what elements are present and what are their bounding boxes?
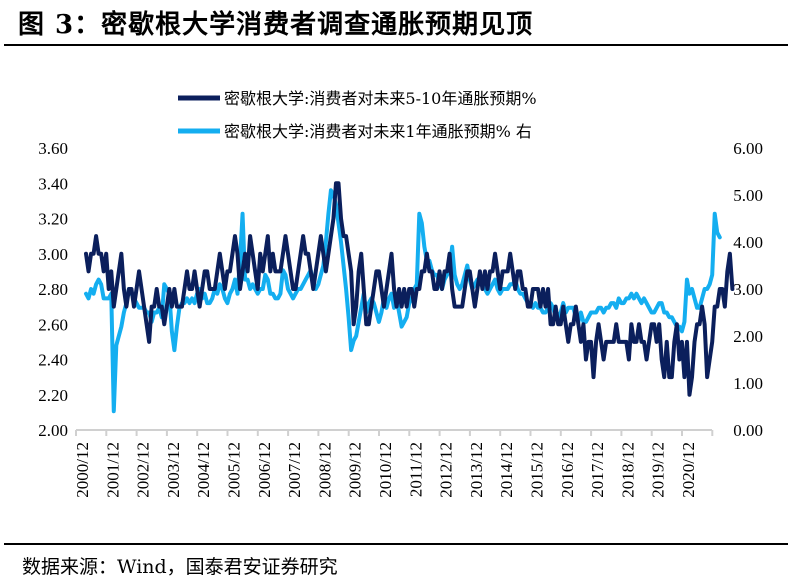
y-right-tick-label: 2.00	[733, 327, 763, 346]
y-left-tick-label: 2.40	[38, 351, 68, 370]
figure-title: 图 3：密歇根大学消费者调查通胀预期见顶	[18, 10, 534, 40]
y-left-tick-label: 3.40	[38, 174, 68, 193]
y-right-tick-label: 3.00	[733, 280, 763, 299]
y-right-tick-label: 0.00	[733, 421, 763, 440]
x-tick-label: 2019/12	[649, 442, 668, 498]
x-tick-label: 2005/12	[225, 442, 244, 498]
y-right-tick-label: 1.00	[733, 374, 763, 393]
y-left-tick-label: 2.00	[38, 421, 68, 440]
legend: 密歇根大学:消费者对未来5-10年通胀预期% 密歇根大学:消费者对未来1年通胀预…	[178, 89, 537, 141]
x-tick-label: 2010/12	[376, 442, 395, 498]
y-left-tick-label: 3.60	[38, 139, 68, 158]
x-tick-label: 2006/12	[255, 442, 274, 498]
x-tick-label: 2008/12	[315, 442, 334, 498]
x-tick-label: 2012/12	[437, 442, 456, 498]
source-note: 数据来源：Wind，国泰君安证券研究	[22, 556, 338, 578]
y-left-tick-label: 2.80	[38, 280, 68, 299]
x-tick-label: 2011/12	[406, 442, 425, 497]
y-left-tick-label: 2.20	[38, 386, 68, 405]
x-tick-label: 2003/12	[164, 442, 183, 498]
source-rule	[4, 543, 788, 545]
x-tick-label: 2000/12	[73, 442, 92, 498]
x-tick-label: 2014/12	[497, 442, 516, 498]
x-axis: 2000/12 2001/12 2002/12 2003/12 2004/12 2005/…	[73, 429, 714, 498]
series-line-1yr-expectation	[84, 188, 722, 414]
title-rule	[4, 44, 788, 46]
plot-area	[84, 181, 735, 414]
x-tick-label: 2007/12	[285, 442, 304, 498]
x-tick-label: 2004/12	[194, 442, 213, 498]
x-tick-label: 2013/12	[467, 442, 486, 498]
y-right-tick-label: 4.00	[733, 233, 763, 252]
x-tick-label: 2001/12	[103, 442, 122, 498]
x-tick-label: 2009/12	[346, 442, 365, 498]
series-line-5-10yr-expectation	[84, 181, 735, 397]
y-right-tick-label: 6.00	[733, 139, 763, 158]
x-tick-label: 2017/12	[588, 442, 607, 498]
y-axis-right: 0.00 1.00 2.00 3.00 4.00 5.00 6.00	[733, 139, 763, 440]
y-left-tick-label: 3.00	[38, 245, 68, 264]
x-tick-label: 2016/12	[558, 442, 577, 498]
legend-label-long-term: 密歇根大学:消费者对未来5-10年通胀预期%	[224, 89, 537, 108]
y-left-tick-label: 2.60	[38, 315, 68, 334]
y-left-tick-label: 3.20	[38, 210, 68, 229]
y-axis-left: 2.00 2.20 2.40 2.60 2.80 3.00 3.20 3.40 3.60	[38, 139, 68, 440]
x-tick-label: 2020/12	[679, 442, 698, 498]
legend-label-short-term: 密歇根大学:消费者对未来1年通胀预期% 右	[224, 122, 532, 141]
x-tick-label: 2018/12	[618, 442, 637, 498]
y-right-tick-label: 5.00	[733, 186, 763, 205]
x-tick-label: 2015/12	[528, 442, 547, 498]
x-tick-label: 2002/12	[134, 442, 153, 498]
